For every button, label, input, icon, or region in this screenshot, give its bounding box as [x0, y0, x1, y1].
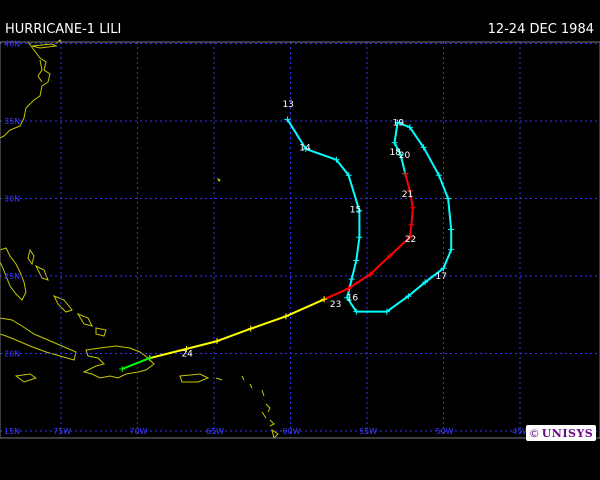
bahamas-2 [34, 264, 49, 281]
lat-label: 25N [4, 272, 20, 281]
chesapeake-bay [37, 59, 43, 83]
puerto-rico [179, 373, 210, 383]
antilles-7 [271, 428, 279, 439]
map-frame [0, 41, 600, 439]
bermuda [216, 177, 221, 182]
antilles-3 [261, 389, 265, 397]
bahamas-4 [76, 312, 93, 327]
lat-label: 30N [4, 195, 20, 204]
bahamas-1 [27, 248, 35, 266]
axis-labels: 40N 35N 30N 25N 20N 15N 75W 70W 65W 60W 55W 50W 45W [4, 40, 530, 437]
lon-label: 75W [53, 427, 71, 436]
day-label: 14 [299, 143, 311, 153]
day-label: 19 [393, 119, 405, 129]
map-title: HURRICANE-1 LILI [5, 22, 122, 37]
lat-label: 15N [4, 427, 20, 436]
day-label: 16 [347, 294, 359, 304]
lon-label: 70W [130, 427, 148, 436]
track-segment-tropical-storm [149, 298, 325, 360]
lon-label: 55W [359, 427, 377, 436]
bahamas-3 [52, 295, 73, 313]
day-label: 15 [350, 205, 361, 215]
antilles-2 [249, 383, 253, 389]
day-label: 13 [282, 100, 293, 110]
date-range: 12-24 DEC 1984 [487, 22, 594, 37]
bahamas-5 [95, 327, 107, 337]
long-island [31, 43, 58, 49]
day-label: 18 [390, 148, 402, 158]
brand-name: UNISYS [541, 426, 594, 440]
latlon-grid [0, 42, 600, 438]
hispaniola [82, 345, 155, 379]
lon-label: 65W [206, 427, 224, 436]
virgin-islands [215, 377, 223, 381]
track-segment-hurricane [323, 173, 414, 301]
day-labels: 13 14 15 16 17 18 19 20 21 22 23 24 [181, 100, 446, 360]
lat-label: 40N [4, 40, 20, 49]
lon-label: 50W [436, 427, 454, 436]
antilles-6 [269, 419, 275, 427]
day-label: 24 [181, 350, 193, 360]
day-label: 22 [405, 235, 416, 245]
day-label: 20 [399, 151, 411, 161]
day-label: 23 [330, 300, 341, 310]
lat-label: 20N [4, 350, 20, 359]
copyright-symbol: © [528, 426, 540, 440]
antilles-1 [241, 375, 245, 381]
track-segment-depression [121, 357, 151, 370]
day-label: 17 [435, 272, 446, 282]
us-east-coast [0, 41, 51, 139]
day-label: 21 [402, 190, 413, 200]
jamaica [14, 373, 38, 383]
antilles-5 [261, 411, 267, 419]
lat-label: 35N [4, 117, 20, 126]
track-markers [119, 116, 455, 372]
coastline-layer [0, 39, 279, 439]
lon-label: 45W [512, 427, 530, 436]
lon-label: 60W [283, 427, 301, 436]
cuba [0, 317, 77, 361]
unisys-logo: © UNISYS [526, 425, 596, 441]
antilles-4 [265, 403, 271, 413]
track-segment-storm [286, 118, 453, 313]
